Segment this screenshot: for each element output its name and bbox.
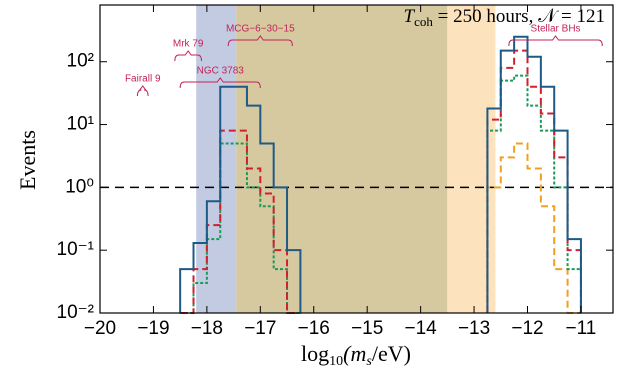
plot-frame [99, 4, 614, 314]
y-tick-label: 10² [67, 51, 94, 72]
annotation-label: Stellar BHs [531, 24, 581, 35]
header-part: = 250 hours, 𝒩 = 121 [433, 6, 605, 27]
annotation-label: NGC 3783 [197, 66, 245, 77]
y-tick-label: 10¹ [67, 114, 94, 135]
shaded-region [236, 5, 448, 313]
x-label-part: s [366, 354, 372, 369]
annotation-label: MCG−6−30−15 [226, 24, 295, 35]
histogram [486, 142, 581, 314]
header: Tcoh = 250 hours, 𝒩 = 121 [404, 6, 605, 29]
annotation-label: Fairall 9 [125, 74, 161, 85]
y-tick-label: 10⁻² [57, 302, 95, 323]
histogram [180, 129, 301, 314]
x-label-part: log [301, 341, 329, 366]
x-label-part: (m [343, 341, 366, 366]
x-tick-label: −18 [191, 318, 223, 339]
annotation-brace [179, 77, 261, 89]
annotation-label: Mrk 79 [173, 39, 204, 50]
x-tick-label: −14 [405, 318, 438, 339]
header-part: T [404, 6, 416, 27]
annotation-brace [508, 35, 603, 47]
x-label-part: /eV) [372, 341, 411, 366]
x-tick-label: −15 [351, 318, 383, 339]
x-label-part: 10 [329, 354, 343, 369]
annotation-brace [136, 85, 149, 97]
histogram [486, 35, 582, 313]
x-tick-label: −20 [84, 318, 116, 339]
annotation-brace [174, 50, 203, 62]
histogram [179, 85, 302, 313]
header-part: coh [414, 14, 433, 29]
x-tick-label: −17 [244, 318, 276, 339]
y-axis-label: Events [15, 130, 40, 190]
x-tick-label: −11 [566, 318, 597, 339]
x-tick-label: −13 [458, 318, 490, 339]
x-axis-label: log10(ms/eV) [301, 341, 411, 369]
x-tick-label: −16 [298, 318, 330, 339]
histogram [180, 142, 301, 314]
y-tick-label: 10⁻¹ [57, 239, 95, 260]
x-tick-label: −12 [511, 318, 543, 339]
shaded-region [196, 5, 237, 313]
x-tick-label: −19 [137, 318, 169, 339]
y-tick-label: 10⁰ [65, 176, 94, 197]
annotation-brace [227, 35, 293, 47]
